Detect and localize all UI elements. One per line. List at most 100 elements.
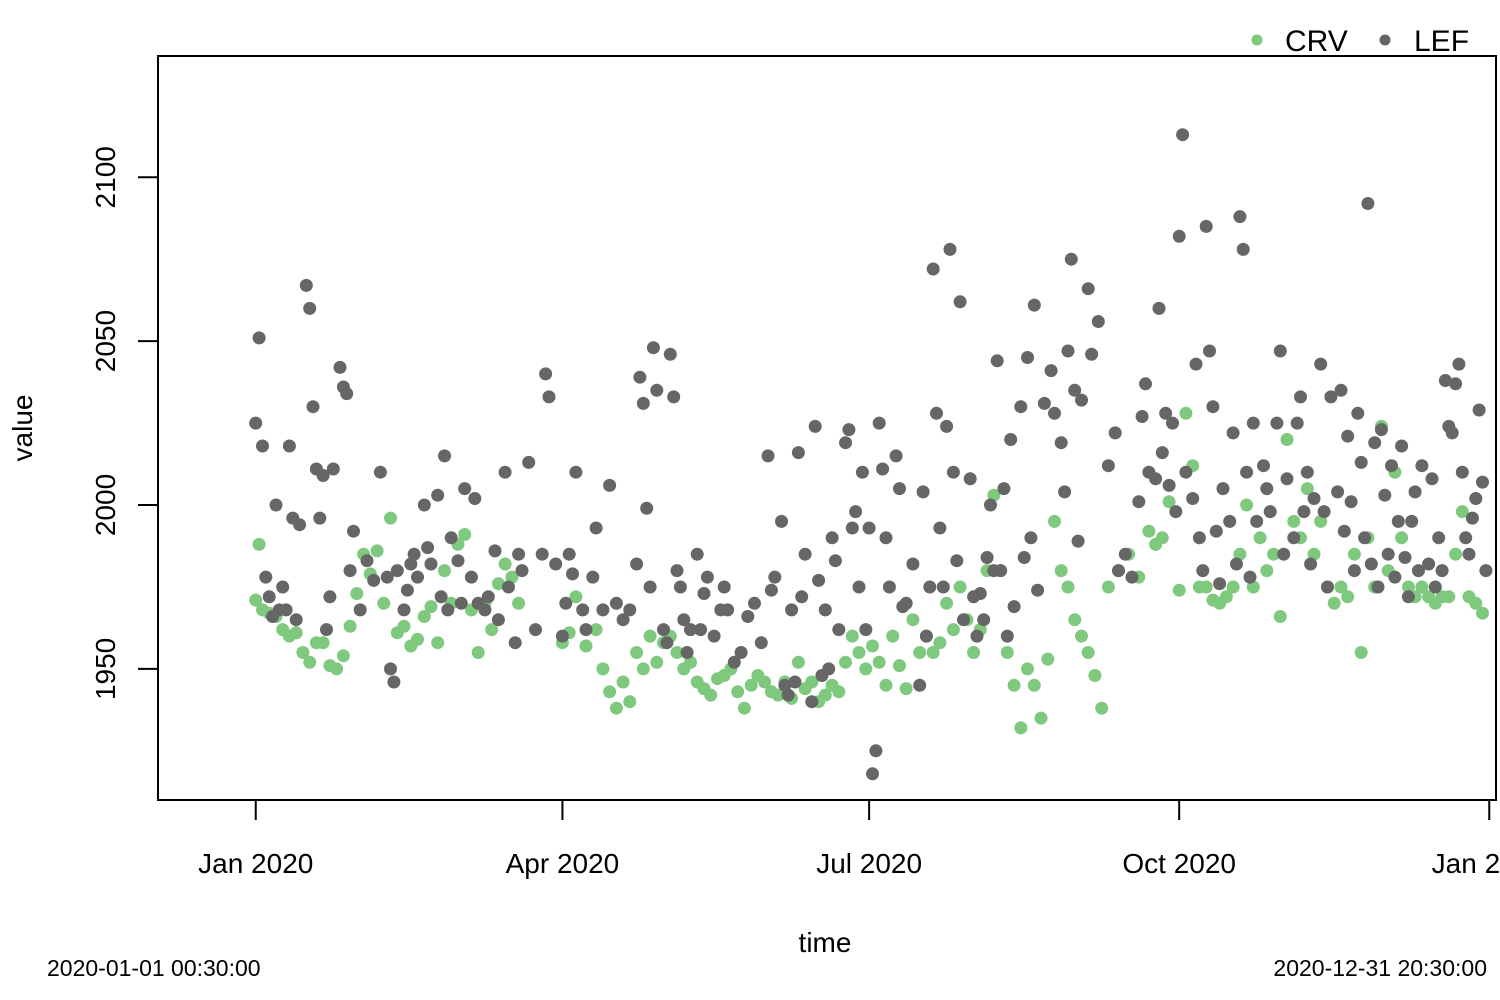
point-lef (1061, 344, 1075, 358)
legend: CRV LEF (1251, 25, 1469, 58)
point-crv (336, 649, 350, 663)
point-lef (508, 636, 522, 650)
point-lef (1169, 505, 1183, 519)
point-lef (906, 557, 920, 571)
point-lef (1068, 383, 1082, 397)
point-crv (818, 688, 832, 702)
point-crv (731, 685, 745, 699)
legend-marker-lef (1379, 34, 1391, 46)
legend-marker-crv (1251, 34, 1263, 46)
point-lef (761, 449, 775, 463)
point-lef (1112, 564, 1125, 578)
point-lef (535, 547, 549, 561)
point-lef (276, 580, 290, 594)
point-lef (1108, 426, 1122, 440)
point-crv (1027, 678, 1041, 692)
point-lef (1408, 485, 1422, 499)
point-crv (704, 688, 718, 702)
point-lef (542, 390, 556, 404)
x-axis: Jan 2020 Apr 2020 Jul 2020 Oct 2020 Jan 2021 (198, 799, 1500, 879)
point-lef (1014, 400, 1028, 414)
point-lef (869, 744, 883, 758)
point-lef (963, 472, 977, 486)
point-lef (596, 603, 610, 617)
y-tick-label: 2100 (90, 146, 121, 208)
point-lef (1428, 580, 1442, 594)
point-lef (630, 557, 644, 571)
point-lef (1304, 557, 1318, 571)
point-lef (684, 623, 697, 637)
point-lef (764, 583, 778, 597)
point-lef (977, 613, 991, 627)
point-lef (879, 531, 893, 545)
point-lef (569, 465, 583, 479)
point-lef (717, 580, 731, 594)
point-lef (1371, 580, 1385, 594)
point-lef (1243, 570, 1257, 584)
point-lef (889, 449, 903, 463)
point-crv (411, 632, 424, 646)
point-crv (485, 623, 499, 637)
point-lef (1004, 433, 1018, 446)
point-crv (893, 659, 906, 673)
point-crv (505, 570, 519, 584)
point-lef (1152, 301, 1166, 315)
point-crv (886, 629, 900, 643)
point-lef (468, 492, 482, 505)
point-lef (1425, 472, 1439, 486)
point-lef (555, 629, 569, 643)
point-lef (434, 590, 448, 604)
point-lef (1125, 570, 1139, 584)
point-crv (1034, 711, 1048, 725)
point-crv (791, 655, 805, 669)
point-lef (454, 596, 468, 610)
point-lef (320, 623, 333, 637)
x-tick-label: Apr 2020 (506, 848, 620, 879)
point-lef (754, 636, 768, 650)
point-lef (825, 531, 839, 545)
point-lef (1300, 465, 1314, 479)
point-lef (478, 603, 492, 617)
point-lef (252, 331, 266, 345)
point-lef (1317, 505, 1331, 519)
point-lef (1240, 465, 1254, 479)
point-crv (1455, 505, 1469, 519)
point-lef (727, 655, 741, 669)
point-lef (943, 242, 957, 256)
point-lef (741, 610, 755, 623)
point-lef (822, 662, 836, 676)
point-lef (1071, 534, 1085, 548)
point-crv (1081, 646, 1095, 659)
point-crv (744, 678, 758, 692)
point-lef (636, 396, 650, 410)
point-lef (990, 354, 1004, 368)
point-lef (522, 455, 536, 469)
point-lef (400, 583, 414, 597)
point-lef (950, 554, 964, 568)
point-lef (1452, 357, 1466, 371)
point-lef (529, 623, 542, 637)
point-lef (424, 557, 438, 571)
point-crv (967, 646, 981, 659)
point-lef (700, 570, 714, 584)
point-lef (1132, 495, 1146, 509)
point-lef (785, 603, 799, 617)
point-crv (872, 655, 886, 669)
point-crv (1075, 629, 1088, 643)
point-lef (1263, 505, 1277, 519)
point-lef (1024, 531, 1038, 545)
point-lef (670, 564, 684, 578)
point-crv (609, 701, 623, 715)
point-lef (1287, 531, 1301, 545)
point-lef (1294, 390, 1307, 404)
point-lef (576, 603, 590, 617)
point-lef (259, 570, 273, 584)
point-lef (1381, 547, 1395, 561)
point-crv (249, 593, 263, 607)
point-lef (1044, 364, 1058, 378)
point-lef (566, 567, 579, 581)
point-lef (832, 623, 846, 637)
point-lef (616, 613, 630, 627)
point-lef (1388, 570, 1402, 584)
point-lef (1091, 315, 1105, 328)
